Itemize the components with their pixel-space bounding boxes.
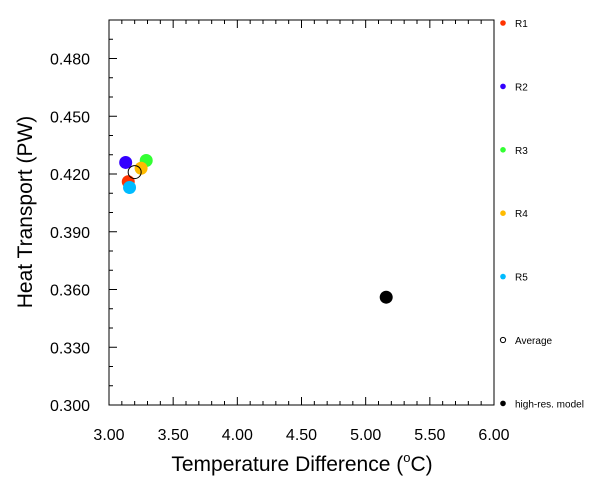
legend-marker (500, 400, 506, 407)
data-point-average (127, 165, 142, 180)
legend-marker (500, 210, 506, 216)
x-axis-title: Temperature Difference (oC) (171, 450, 432, 476)
legend-marker (500, 20, 506, 26)
legend-label: high-res. model (515, 399, 584, 410)
legend: R1 R2 R3 R4 R5 Average high-res. model (499, 19, 584, 410)
x-tick-label: 3.50 (158, 427, 189, 444)
x-tick-label: 4.50 (286, 427, 317, 444)
legend-marker (500, 83, 506, 90)
data-points (119, 154, 393, 304)
legend-marker-average (499, 336, 507, 344)
legend-label: R5 (515, 273, 528, 284)
x-tick-label: 5.50 (414, 427, 445, 444)
legend-label: R1 (515, 19, 528, 30)
legend-label: R2 (515, 82, 528, 93)
legend-label: Average (515, 336, 553, 347)
y-tick-label: 0.360 (50, 283, 90, 300)
y-tick-label: 0.330 (50, 340, 90, 357)
y-tick-label: 0.390 (50, 225, 90, 242)
legend-marker (500, 147, 506, 153)
y-tick-label: 0.480 (50, 52, 90, 69)
data-point-r2 (119, 155, 133, 169)
y-tick-label: 0.450 (50, 109, 90, 126)
x-tick-label: 3.00 (93, 427, 124, 444)
y-axis-title: Heat Transport (PW) (14, 116, 37, 309)
legend-marker (500, 273, 506, 280)
x-tick-label: 4.00 (222, 427, 253, 444)
y-tick-label: 0.420 (50, 167, 90, 184)
plot-frame (108, 19, 495, 406)
y-tick-label: 0.300 (50, 398, 90, 415)
axis-ticks (108, 20, 495, 406)
legend-label: R3 (515, 146, 528, 157)
data-point-high-res-model (379, 290, 393, 304)
x-tick-label: 6.00 (478, 427, 509, 444)
x-tick-label: 5.00 (350, 427, 381, 444)
tick-labels: 3.00 3.50 4.00 4.50 5.00 5.50 6.00 0.300 0.330 0.… (50, 52, 510, 445)
data-point-r4 (134, 161, 148, 175)
data-point-r5 (123, 180, 137, 194)
legend-label: R4 (515, 209, 528, 220)
